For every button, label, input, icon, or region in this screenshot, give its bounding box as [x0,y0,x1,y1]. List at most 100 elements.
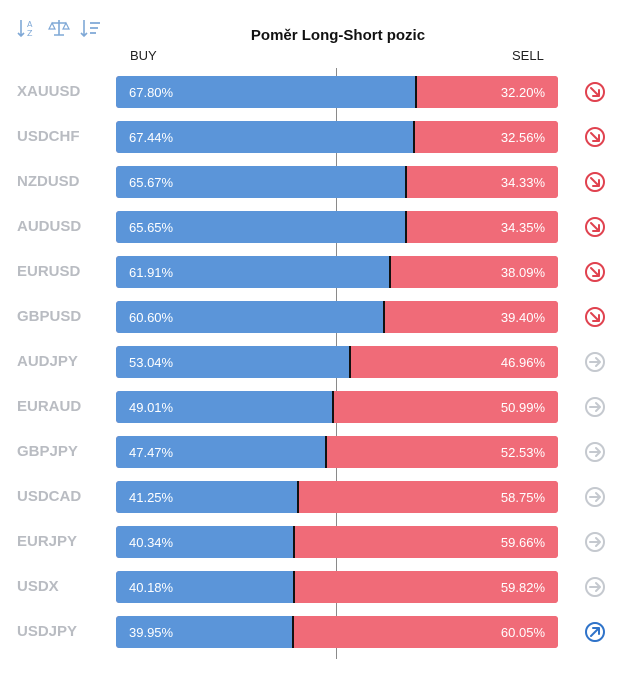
sell-bar-segment [294,526,558,558]
buy-bar-segment [116,256,390,288]
sell-bar-segment [350,346,558,378]
sell-percent-label: 46.96% [500,355,545,370]
ratio-divider [389,256,391,288]
chart-row: GBPJPY 47.47% 52.53% [0,436,629,468]
sell-bar-segment [406,166,558,198]
svg-text:Z: Z [27,29,33,38]
sort-alpha-icon[interactable]: A Z [16,17,38,39]
sell-bar-segment [390,256,558,288]
toolbar: A Z [16,17,102,39]
buy-percent-label: 53.04% [129,355,174,370]
trend-down-icon[interactable] [584,216,606,238]
buy-bar-segment [116,571,294,603]
sell-bar-segment [406,211,558,243]
symbol-label[interactable]: AUDJPY [17,353,78,370]
chart-row: NZDUSD 65.67% 34.33% [0,166,629,198]
sell-bar-segment [326,436,558,468]
long-short-bar[interactable]: 67.44% 32.56% [116,121,558,153]
symbol-label[interactable]: USDCHF [17,128,80,145]
trend-down-icon[interactable] [584,306,606,328]
buy-percent-label: 65.67% [129,175,174,190]
buy-bar-segment [116,346,350,378]
chart-row: EURUSD 61.91% 38.09% [0,256,629,288]
symbol-label[interactable]: AUDUSD [17,218,82,235]
buy-percent-label: 41.25% [129,490,174,505]
sell-percent-label: 32.20% [500,85,545,100]
trend-up-icon[interactable] [584,621,606,643]
long-short-bar[interactable]: 60.60% 39.40% [116,301,558,333]
trend-neutral-icon[interactable] [584,351,606,373]
symbol-label[interactable]: GBPUSD [17,308,82,325]
buy-percent-label: 60.60% [129,310,174,325]
sell-percent-label: 58.75% [500,490,545,505]
symbol-label[interactable]: XAUUSD [17,83,81,100]
long-short-bar[interactable]: 53.04% 46.96% [116,346,558,378]
sell-bar-segment [298,481,558,513]
trend-down-icon[interactable] [584,81,606,103]
long-short-bar[interactable]: 61.91% 38.09% [116,256,558,288]
buy-bar-segment [116,436,326,468]
trend-neutral-icon[interactable] [584,396,606,418]
svg-text:A: A [27,20,33,29]
ratio-divider [325,436,327,468]
ratio-divider [413,121,415,153]
ratio-divider [292,616,294,648]
chart-row: USDX 40.18% 59.82% [0,571,629,603]
trend-down-icon[interactable] [584,171,606,193]
sort-list-icon[interactable] [80,17,102,39]
symbol-label[interactable]: EURAUD [17,398,82,415]
long-short-bar[interactable]: 65.67% 34.33% [116,166,558,198]
buy-percent-label: 40.18% [129,580,174,595]
trend-neutral-icon[interactable] [584,531,606,553]
long-short-bar[interactable]: 40.34% 59.66% [116,526,558,558]
sell-column-header: SELL [512,48,544,63]
buy-column-header: BUY [130,48,157,63]
long-short-bar[interactable]: 67.80% 32.20% [116,76,558,108]
long-short-bar[interactable]: 65.65% 34.35% [116,211,558,243]
sell-percent-label: 39.40% [500,310,545,325]
sell-percent-label: 60.05% [500,625,545,640]
trend-neutral-icon[interactable] [584,441,606,463]
balance-scale-icon[interactable] [48,17,70,39]
symbol-label[interactable]: USDX [17,578,59,595]
symbol-label[interactable]: NZDUSD [17,173,80,190]
trend-neutral-icon[interactable] [584,576,606,598]
long-short-bar[interactable]: 40.18% 59.82% [116,571,558,603]
chart-row: XAUUSD 67.80% 32.20% [0,76,629,108]
symbol-label[interactable]: EURUSD [17,263,81,280]
buy-bar-segment [116,616,293,648]
long-short-bar[interactable]: 39.95% 60.05% [116,616,558,648]
buy-percent-label: 67.80% [129,85,174,100]
sell-bar-segment [294,571,558,603]
chart-row: EURAUD 49.01% 50.99% [0,391,629,423]
ratio-divider [332,391,334,423]
ratio-divider [297,481,299,513]
symbol-label[interactable]: GBPJPY [17,443,78,460]
long-short-bar[interactable]: 47.47% 52.53% [116,436,558,468]
ratio-divider [349,346,351,378]
sell-percent-label: 59.82% [500,580,545,595]
chart-title: Poměr Long-Short pozic [250,27,426,44]
symbol-label[interactable]: EURJPY [17,533,78,550]
trend-down-icon[interactable] [584,126,606,148]
ratio-divider [405,166,407,198]
long-short-bar[interactable]: 49.01% 50.99% [116,391,558,423]
buy-percent-label: 67.44% [129,130,174,145]
buy-bar-segment [116,391,333,423]
sell-bar-segment [414,121,558,153]
trend-down-icon[interactable] [584,261,606,283]
symbol-label[interactable]: USDCAD [17,488,82,505]
buy-percent-label: 47.47% [129,445,174,460]
buy-bar-segment [116,76,416,108]
symbol-label[interactable]: USDJPY [17,623,78,640]
ratio-divider [383,301,385,333]
sell-bar-segment [384,301,558,333]
trend-neutral-icon[interactable] [584,486,606,508]
chart-row: USDCAD 41.25% 58.75% [0,481,629,513]
buy-percent-label: 65.65% [129,220,174,235]
buy-bar-segment [116,166,406,198]
buy-bar-segment [116,211,406,243]
buy-bar-segment [116,301,384,333]
long-short-bar[interactable]: 41.25% 58.75% [116,481,558,513]
chart-row: USDCHF 67.44% 32.56% [0,121,629,153]
